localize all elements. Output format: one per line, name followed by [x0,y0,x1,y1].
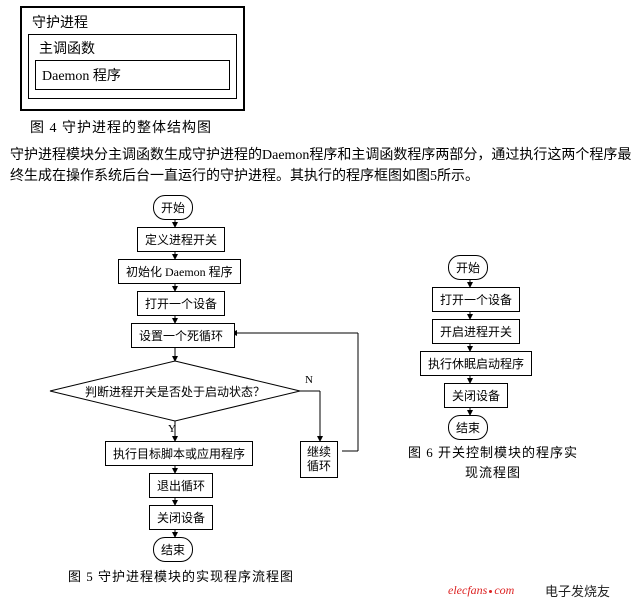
watermark-a: elecfanscom [448,583,514,598]
flowcharts-area: 开始 定义进程开关 初始化 Daemon 程序 打开一个设备 设置一个死循环 判… [0,191,642,611]
fig5-s3: 打开一个设备 [137,291,225,316]
fig5-s6: 退出循环 [149,473,213,498]
fig4-caption: 图 4 守护进程的整体结构图 [30,117,642,137]
fig5-no: N [305,374,313,386]
paragraph-text: 守护进程模块分主调函数生成守护进程的Daemon程序和主调函数程序两部分，通过执… [10,145,632,187]
fig4-outer-label: 守护进程 [32,12,237,32]
fig4-mid-box: 主调函数 Daemon 程序 [28,34,237,99]
watermark-cn: 电子发烧友 [545,581,610,600]
fig5-s1: 定义进程开关 [137,227,225,252]
fig5-yes: Y [168,423,176,435]
fig5-s7: 关闭设备 [149,505,213,530]
fig5-s2: 初始化 Daemon 程序 [118,259,241,284]
flow-lines [0,191,642,611]
fig6-caption: 图 6 开关控制模块的程序实现流程图 [408,443,578,482]
fig6-end: 结束 [448,415,488,440]
fig4-mid-label: 主调函数 [39,38,230,58]
fig4-inner-label: Daemon 程序 [42,69,121,84]
fig5-end: 结束 [153,537,193,562]
fig6-s4: 关闭设备 [444,383,508,408]
fig4-outer-box: 守护进程 主调函数 Daemon 程序 [20,6,245,111]
fig5-s4: 设置一个死循环 [131,323,235,348]
fig5-s5: 执行目标脚本或应用程序 [105,441,253,466]
fig5-loop: 继续循环 [300,441,338,478]
fig4-inner-box: Daemon 程序 [35,60,230,90]
fig5-caption: 图 5 守护进程模块的实现程序流程图 [68,566,294,585]
fig6-start: 开始 [448,255,488,280]
fig6-s2: 开启进程开关 [432,319,520,344]
fig6-s1: 打开一个设备 [432,287,520,312]
fig5-start: 开始 [153,195,193,220]
fig5-decision: 判断进程开关是否处于启动状态？ [82,383,268,400]
fig6-s3: 执行休眠启动程序 [420,351,532,376]
